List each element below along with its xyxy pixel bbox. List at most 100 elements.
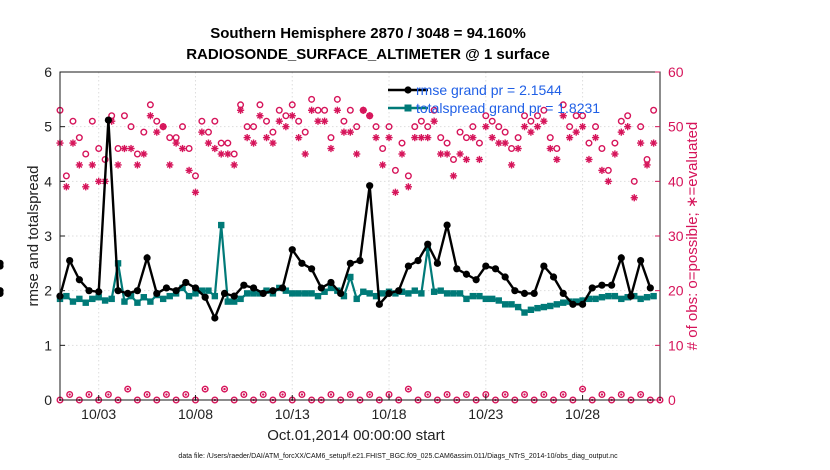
obs-possible-point xyxy=(521,112,529,120)
obs-possible-point xyxy=(191,172,199,180)
obs-rejected-center xyxy=(368,393,371,396)
obs-evaluated-point xyxy=(249,139,258,147)
obs-possible-point xyxy=(166,134,174,142)
totalspread-point xyxy=(456,290,464,297)
obs-evaluated-point xyxy=(178,144,187,153)
y2-tick-label: 10 xyxy=(668,337,684,353)
obs-evaluated-point xyxy=(650,139,658,147)
obs-rejected-point xyxy=(221,385,229,393)
totalspread-point xyxy=(353,295,360,303)
obs-evaluated-point xyxy=(159,123,167,131)
obs-evaluated-point xyxy=(191,188,200,196)
obs-evaluated-point xyxy=(501,139,509,147)
x-tick-label: 10/18 xyxy=(372,406,407,422)
rmse-point xyxy=(424,240,432,248)
rmse-point xyxy=(317,284,325,292)
rmse-point xyxy=(143,254,151,262)
rmse-point xyxy=(453,265,461,273)
obs-evaluated-point xyxy=(62,183,70,191)
totalspread-point xyxy=(618,295,625,303)
obs-evaluated-point xyxy=(236,106,245,114)
obs-rejected-center xyxy=(242,393,246,396)
totalspread-point xyxy=(379,290,386,297)
obs-possible-point xyxy=(379,145,387,153)
rmse-point xyxy=(366,182,374,190)
obs-evaluated-point xyxy=(437,150,445,158)
obs-possible-point xyxy=(179,123,187,131)
totalspread-point xyxy=(263,287,270,294)
rmse-point xyxy=(95,288,103,296)
obs-rejected-center xyxy=(184,393,188,396)
obs-rejected-center xyxy=(281,393,284,396)
obs-rejected-point xyxy=(559,391,567,399)
totalspread-point xyxy=(418,290,425,297)
obs-possible-point xyxy=(82,150,90,158)
obs-evaluated-point xyxy=(140,150,148,158)
obs-rejected-center xyxy=(523,393,526,396)
y-tick-label: 2 xyxy=(44,283,52,299)
obs-evaluated-point xyxy=(224,150,232,158)
rmse-point xyxy=(491,265,500,273)
obs-evaluated-point xyxy=(507,161,516,169)
totalspread-point xyxy=(553,301,561,308)
obs-rejected-point xyxy=(579,385,587,393)
totalspread-point xyxy=(159,295,167,303)
obs-rejected-center xyxy=(223,387,226,391)
obs-evaluated-point xyxy=(333,106,341,114)
totalspread-point xyxy=(450,290,457,297)
rmse-point xyxy=(530,289,538,297)
y2-tick-label: 30 xyxy=(668,228,684,244)
obs-rejected-point xyxy=(279,391,287,399)
obs-evaluated-point xyxy=(256,112,264,120)
obs-possible-point xyxy=(204,128,212,136)
totalspread-point xyxy=(405,290,412,297)
obs-evaluated-point xyxy=(643,161,651,169)
rmse-point xyxy=(540,262,548,270)
obs-possible-point xyxy=(69,117,77,125)
obs-evaluated-point xyxy=(366,112,374,120)
obs-evaluated-point xyxy=(617,128,625,136)
obs-rejected-center xyxy=(107,393,110,396)
obs-evaluated-point xyxy=(520,123,529,131)
obs-evaluated-point xyxy=(308,106,316,114)
totalspread-point xyxy=(372,292,380,300)
rmse-point xyxy=(201,293,209,301)
obs-possible-point xyxy=(592,123,600,131)
totalspread-point xyxy=(179,284,186,292)
totalspread-point xyxy=(360,288,367,295)
x-tick-label: 10/28 xyxy=(565,406,600,422)
rmse-point xyxy=(66,257,74,265)
obs-evaluated-point xyxy=(591,134,600,142)
totalspread-point xyxy=(650,292,657,300)
obs-evaluated-point xyxy=(346,128,354,136)
obs-possible-point xyxy=(559,101,567,109)
rmse-point xyxy=(182,278,190,287)
totalspread-point xyxy=(430,288,438,295)
totalspread-point xyxy=(282,287,290,294)
obs-possible-point xyxy=(514,134,522,142)
totalspread-point xyxy=(166,292,173,300)
totalspread-point xyxy=(134,299,141,306)
rmse-point xyxy=(472,276,480,284)
obs-evaluated-point xyxy=(185,166,193,174)
obs-possible-point xyxy=(546,134,554,142)
legend-spread-marker xyxy=(404,104,412,112)
obs-evaluated-point xyxy=(301,150,309,158)
chart-title: Southern Hemisphere 2870 / 3048 = 94.160… xyxy=(210,25,526,42)
obs-possible-point xyxy=(488,117,496,125)
obs-evaluated-point xyxy=(82,183,90,191)
obs-evaluated-point xyxy=(275,117,283,125)
obs-possible-point xyxy=(650,106,658,114)
obs-evaluated-point xyxy=(527,128,535,136)
obs-rejected-center xyxy=(562,393,565,396)
totalspread-point xyxy=(237,295,244,303)
rmse-point xyxy=(395,287,403,295)
obs-possible-point xyxy=(327,134,335,142)
obs-evaluated-point xyxy=(166,161,174,169)
rmse-point xyxy=(646,284,654,292)
obs-possible-point xyxy=(295,117,303,125)
totalspread-point xyxy=(495,297,502,304)
y2-tick-label: 50 xyxy=(668,119,684,135)
totalspread-point xyxy=(579,297,586,304)
totalspread-point xyxy=(308,290,315,297)
